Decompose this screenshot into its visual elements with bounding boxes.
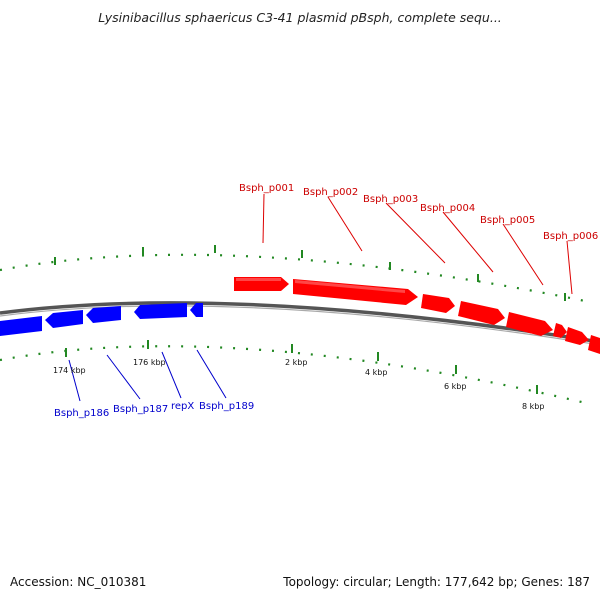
inner-major-ticks [65, 340, 538, 394]
forward-leader-lines [262, 193, 573, 295]
scale-label-174kbp: 174 kbp [53, 366, 86, 375]
gene-arrow-bsph-p008[interactable] [588, 335, 600, 354]
gene-label-bsph-p005: Bsph_p005 [480, 215, 535, 226]
gene-arrow-bsph-p005[interactable] [506, 312, 553, 336]
gene-label-repx: repX [171, 401, 194, 412]
map-title: Lysinibacillus sphaericus C3-41 plasmid … [98, 10, 502, 25]
gene-arrow-bsph-p189[interactable] [190, 303, 203, 317]
outer-tick-ring [0, 253, 591, 304]
gene-label-bsph-p187: Bsph_p187 [113, 404, 168, 415]
scale-label-2kbp: 2 kbp [285, 358, 307, 367]
gene-label-bsph-p003: Bsph_p003 [363, 194, 418, 205]
forward-genes [234, 277, 600, 354]
scale-label-4kbp: 4 kbp [365, 368, 387, 377]
backbone-inner [0, 305, 600, 346]
gene-label-bsph-p001: Bsph_p001 [239, 183, 294, 194]
gene-arrow-bsph-p004[interactable] [458, 301, 505, 325]
gene-label-bsph-p006: Bsph_p006 [543, 231, 598, 242]
gene-arrow-repX[interactable] [134, 303, 187, 319]
gene-label-bsph-p189: Bsph_p189 [199, 401, 254, 412]
gene-label-bsph-p186: Bsph_p186 [54, 408, 109, 419]
accession-text: Accession: NC_010381 [10, 575, 147, 589]
outer-major-ticks [54, 245, 566, 301]
reverse-genes [0, 303, 203, 336]
scale-label-6kbp: 6 kbp [444, 382, 466, 391]
gene-arrow-bsph-p006[interactable] [553, 323, 567, 338]
gene-label-bsph-p004: Bsph_p004 [420, 203, 475, 214]
inner-tick-ring [0, 345, 591, 406]
reverse-leader-lines [68, 349, 227, 402]
gene-arrow-bsph-p185[interactable] [0, 316, 42, 336]
scale-label-176kbp: 176 kbp [133, 358, 166, 367]
backbone-outer [0, 301, 600, 344]
gene-arrow-bsph-p186[interactable] [45, 310, 83, 328]
scale-label-8kbp: 8 kbp [522, 402, 544, 411]
gene-arrow-bsph-p003[interactable] [421, 294, 455, 313]
topology-summary: Topology: circular; Length: 177,642 bp; … [283, 575, 590, 589]
gene-label-bsph-p002: Bsph_p002 [303, 187, 358, 198]
gene-arrow-bsph-p007[interactable] [565, 327, 589, 345]
gene-arrow-bsph-p187[interactable] [86, 306, 121, 323]
forward-gene-highlights [236, 278, 405, 293]
